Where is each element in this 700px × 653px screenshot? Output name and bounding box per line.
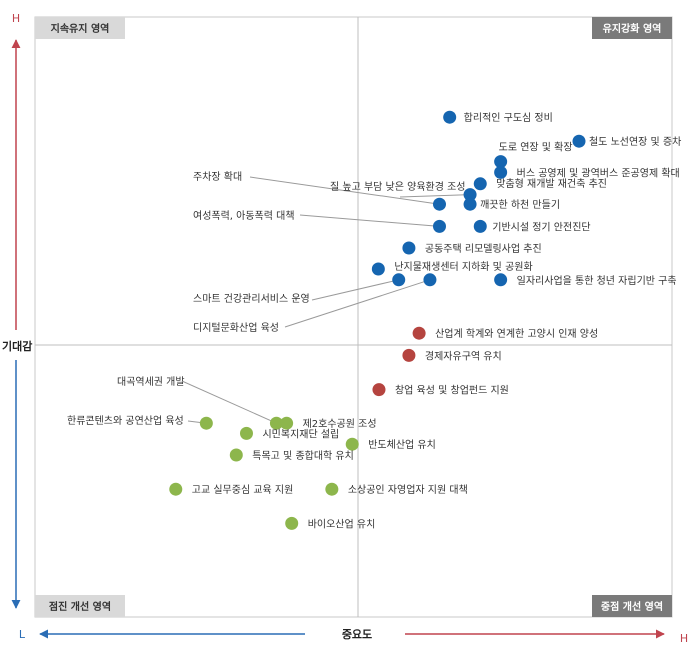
point-label: 깨끗한 하천 만들기 bbox=[480, 198, 560, 211]
point-label: 경제자유구역 유치 bbox=[425, 349, 502, 362]
data-point bbox=[432, 219, 446, 233]
point-label: 바이오산업 유치 bbox=[308, 517, 376, 530]
point-label: 공동주택 리모델링사업 추진 bbox=[425, 242, 542, 255]
quadrant-top-right-label: 유지강화 영역 bbox=[603, 22, 662, 35]
data-point bbox=[463, 197, 477, 211]
data-point bbox=[269, 416, 283, 430]
leader-line bbox=[249, 176, 440, 205]
x-high-label: H bbox=[680, 632, 688, 645]
point-label: 대곡역세권 개발 bbox=[117, 376, 185, 388]
leader-line bbox=[284, 279, 431, 328]
data-point bbox=[169, 482, 183, 496]
quadrant-top-left-label: 지속유지 영역 bbox=[51, 22, 110, 35]
point-label: 디지털문화산업 육성 bbox=[193, 321, 279, 334]
data-point bbox=[325, 482, 339, 496]
point-label: 철도 노선연장 및 증차 bbox=[589, 136, 681, 148]
point-label: 기반시설 정기 안전진단 bbox=[492, 221, 590, 233]
leader-line bbox=[311, 279, 399, 301]
point-label: 여성폭력, 아동폭력 대책 bbox=[193, 210, 295, 222]
point-label: 산업계 학계와 연계한 고양시 인재 양성 bbox=[435, 327, 598, 340]
leader-line bbox=[181, 380, 277, 424]
point-label: 일자리사업을 통한 청년 자립기반 구축 bbox=[517, 274, 677, 287]
point-label: 질 높고 부담 낮은 양육환경 조성 bbox=[330, 180, 466, 193]
point-label: 창업 육성 및 창업펀드 지원 bbox=[395, 384, 509, 397]
y-high-label: H bbox=[12, 12, 20, 25]
point-label: 한류콘텐츠와 공연산업 육성 bbox=[67, 414, 184, 427]
quadrant-bottom-right-label: 중점 개선 영역 bbox=[601, 600, 663, 613]
data-point bbox=[239, 426, 253, 440]
point-label: 합리적인 구도심 정비 bbox=[464, 112, 553, 124]
x-axis-title: 중요도 bbox=[342, 628, 372, 641]
quadrant-bl-box bbox=[35, 595, 125, 617]
point-label: 도로 연장 및 확장 bbox=[499, 142, 573, 154]
data-points bbox=[169, 110, 586, 530]
data-point bbox=[494, 273, 508, 287]
data-point bbox=[402, 241, 416, 255]
point-label: 제2호수공원 조성 bbox=[303, 418, 377, 430]
data-point bbox=[473, 219, 487, 233]
leader-line bbox=[299, 214, 440, 227]
point-label: 반도체산업 유치 bbox=[368, 438, 436, 451]
data-point bbox=[494, 165, 508, 179]
data-point bbox=[280, 416, 294, 430]
data-point bbox=[473, 177, 487, 191]
y-axis-title: 기대감 bbox=[2, 339, 32, 353]
data-point bbox=[412, 326, 426, 340]
point-label: 특목고 및 종합대학 유치 bbox=[252, 450, 354, 462]
point-label: 버스 공영제 및 광역버스 준공영제 확대 bbox=[517, 167, 680, 179]
data-point bbox=[443, 110, 457, 124]
point-label: 고교 실무중심 교육 지원 bbox=[192, 484, 294, 496]
x-low-label: L bbox=[19, 628, 26, 641]
data-point bbox=[229, 448, 243, 462]
plot-frame bbox=[34, 16, 673, 618]
data-point bbox=[494, 155, 508, 169]
data-point bbox=[285, 516, 299, 530]
quadrant-br-box bbox=[592, 595, 672, 617]
data-point bbox=[572, 134, 586, 148]
quadrant-tl-box bbox=[35, 17, 125, 39]
data-point bbox=[372, 383, 386, 397]
data-point bbox=[371, 262, 385, 276]
quadrant-bottom-left-label: 점진 개선 영역 bbox=[49, 600, 111, 613]
point-label: 난지물재생센터 지하화 및 공원화 bbox=[394, 260, 532, 273]
data-point bbox=[402, 348, 416, 362]
data-point bbox=[392, 273, 406, 287]
data-point bbox=[199, 416, 213, 430]
data-point bbox=[345, 437, 359, 451]
data-point bbox=[432, 197, 446, 211]
point-label: 주차장 확대 bbox=[193, 171, 242, 183]
point-label: 맞춤형 재개발 재건축 추진 bbox=[496, 178, 607, 190]
quadrant-tr-box bbox=[592, 17, 672, 39]
data-point bbox=[463, 188, 477, 202]
leader-line bbox=[399, 194, 471, 198]
point-label: 스마트 건강관리서비스 운영 bbox=[193, 293, 310, 305]
point-label: 시민복지재단 설립 bbox=[262, 427, 339, 440]
point-label: 소상공인 자영업자 지원 대책 bbox=[348, 483, 468, 496]
data-point bbox=[423, 273, 437, 287]
